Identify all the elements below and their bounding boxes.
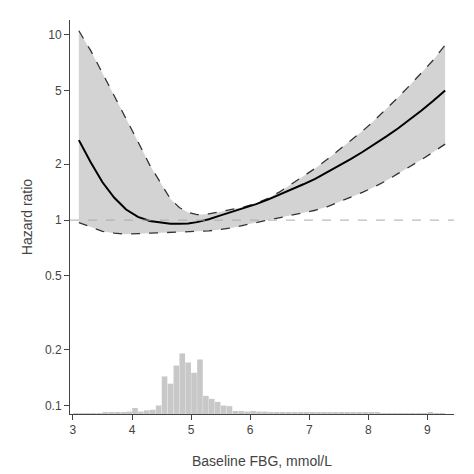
svg-text:6: 6 [247,423,254,437]
svg-text:5: 5 [188,423,195,437]
svg-text:10: 10 [48,28,62,42]
svg-text:8: 8 [365,423,372,437]
svg-text:7: 7 [306,423,313,437]
svg-text:3: 3 [70,423,77,437]
svg-text:2: 2 [55,157,62,171]
svg-text:0.2: 0.2 [45,343,62,357]
svg-text:0.5: 0.5 [45,269,62,283]
svg-text:0.1: 0.1 [45,399,62,413]
svg-text:Hazard ratio: Hazard ratio [19,179,35,255]
svg-text:4: 4 [129,423,136,437]
svg-text:9: 9 [424,423,431,437]
svg-text:5: 5 [55,84,62,98]
svg-text:Baseline FBG, mmol/L: Baseline FBG, mmol/L [192,453,332,469]
svg-text:1: 1 [55,213,62,227]
